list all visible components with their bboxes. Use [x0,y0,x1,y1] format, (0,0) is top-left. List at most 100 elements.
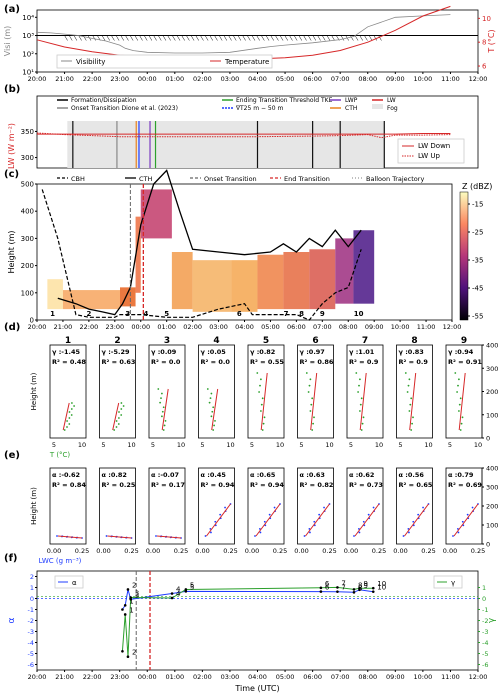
profile-point [362,416,365,419]
profile-point [359,410,361,412]
wind-barb [308,35,312,41]
gamma-value: γ :0.94 [448,348,474,356]
profile-axes [247,344,285,439]
panel-label: (d) [4,322,20,333]
profile-axes [247,467,285,545]
profile-point [117,423,120,425]
profile-point [459,397,462,400]
xtick-label: 10 [424,441,432,449]
wind-barb [73,35,78,41]
profile-point [402,535,405,537]
profile-point [307,391,310,393]
wind-barb [293,35,298,41]
r2-value: R² = 0.25 [102,481,136,489]
legend-label: LW [387,97,396,104]
profile-axes [49,467,87,545]
wind-barb [256,35,260,41]
profile-number: 1 [65,336,71,346]
reflectivity-cell [171,252,193,310]
ytick-label: 400 [486,465,498,473]
profile-point [70,414,73,416]
temperature-line [36,5,451,60]
legend-label: CTH [139,175,153,183]
ytick-label-f: -5 [28,650,34,658]
gamma-point [129,596,133,599]
xtick-label-c: 04:00 [235,323,254,331]
r2-value: R² = 0.9 [399,358,429,366]
ytick-label-f: -3 [28,628,34,636]
xtick-label: 0.00 [245,547,259,555]
alpha-value: α :0.56 [399,471,425,479]
xtick-label-c: 02:00 [183,323,202,331]
gamma-line [121,586,374,657]
balloon-number: 10 [354,310,364,318]
ytick-label-a: 10⁴ [22,14,34,22]
gamma-point [123,613,127,616]
xtick-label: 0.00 [393,547,407,555]
profile-point [311,397,314,400]
profile-point [68,417,71,419]
r2-value: R² = 0.91 [448,358,482,366]
profile-point [410,397,413,400]
profile-point [162,429,165,431]
legend-label: α [72,579,77,587]
profile-point [210,531,212,534]
balloon-number: 4 [144,310,149,318]
ylabel-right-a: T (°C) [487,29,496,53]
xtick-label: 0.25 [174,547,188,555]
r2-value: R² = 0.63 [102,358,136,366]
wind-barb [340,35,345,41]
profile-point [115,426,118,428]
profile-point [409,403,412,406]
wind-barb [373,35,378,41]
fit-line [156,535,182,539]
profile-point [454,372,457,374]
gamma-value: γ :1.01 [349,348,375,356]
wind-barb [125,35,129,41]
profile-point [115,420,118,422]
xtick-label-f: 02:00 [193,673,212,681]
alpha-point-label: 1 [129,597,133,605]
profile-point [411,422,413,425]
cth-line [57,169,362,316]
gamma-point [121,650,124,653]
wind-barb [284,35,289,41]
profile-point [155,535,157,537]
fit-line [458,372,466,431]
profile-axes [346,467,384,545]
ytick-label-c: 500 [21,181,34,189]
alpha-point-label: 10 [377,584,386,592]
wind-barb [162,35,167,41]
ytick-label-a: 10¹ [22,69,34,77]
gamma-point [126,655,130,658]
xtick-label-a: 20:00 [28,75,47,83]
alpha-point-label: 6 [325,584,330,592]
profile-axes [346,344,384,439]
wind-barb [172,35,176,41]
profile-point [260,378,262,381]
profile-point [56,535,58,537]
alpha-value: α :0.65 [250,471,276,479]
profile-point [458,378,460,381]
gamma-value: γ :0.09 [151,348,177,356]
r2-value: R² = 0.0 [201,358,231,366]
xtick-label-a: 05:00 [276,75,295,83]
profile-point [459,429,462,431]
profile-point [313,416,315,419]
legend-gamma [433,575,463,589]
profile-axes [297,467,334,545]
ytick-right-label-a: 6 [482,63,487,71]
ylabel-left: Height (m) [30,487,38,525]
profile-point [303,535,306,537]
profile-point [105,535,108,537]
profile-point [258,391,260,393]
profile-point [262,422,265,425]
fit-line [255,503,281,537]
profile-point [461,416,464,419]
profile-point [120,414,123,416]
profile-number: 3 [164,336,170,346]
wind-barb [378,35,382,41]
colorbar-label: Z (dBZ) [462,182,492,191]
ytick-label: 0 [486,541,490,549]
legend-label: Temperature [224,58,269,66]
